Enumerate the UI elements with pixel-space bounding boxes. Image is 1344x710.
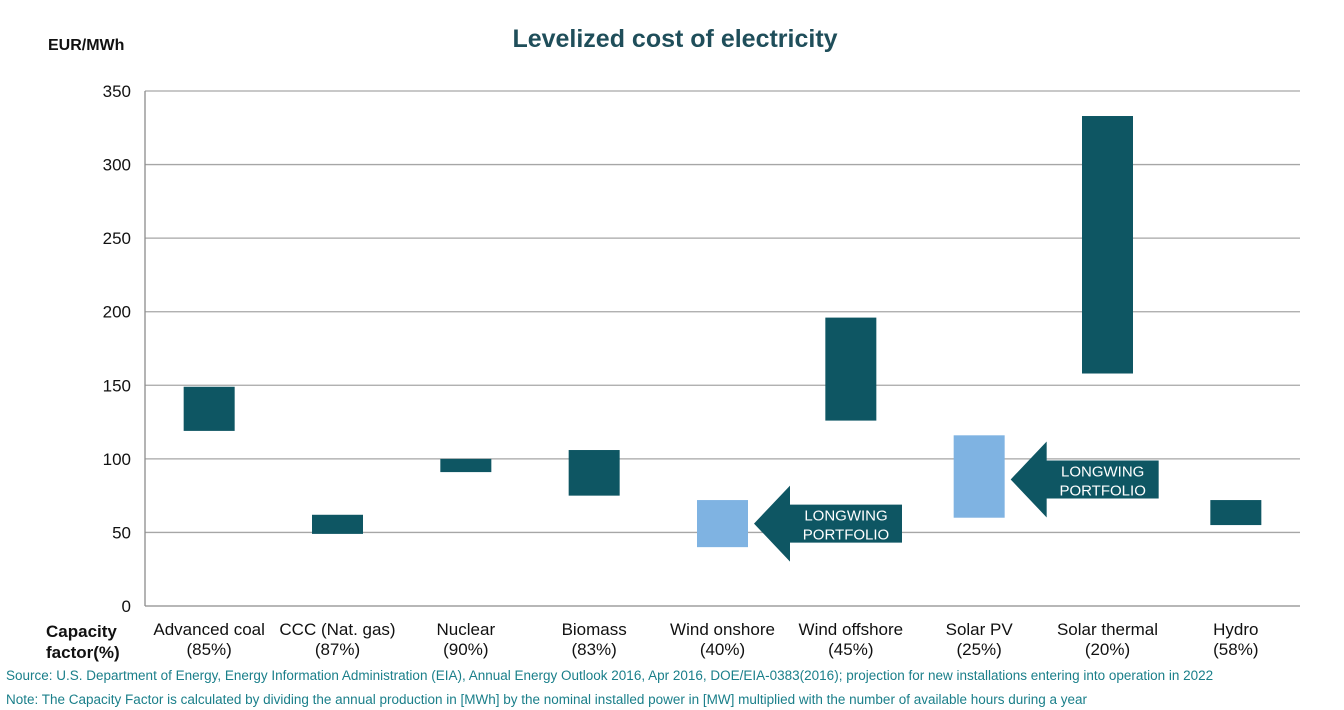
arrow-label: LONGWING: [1061, 463, 1144, 480]
arrow-label: PORTFOLIO: [1059, 482, 1145, 499]
bar-wind-offshore: [825, 317, 877, 421]
bar-nuclear: [440, 458, 492, 473]
capacity-factor-label: Capacity factor(%): [46, 622, 122, 662]
bars: [183, 116, 1262, 548]
bar-ccc-nat-gas: [312, 514, 363, 534]
x-category-label: Hydro: [1213, 620, 1258, 639]
y-axis-unit-label: EUR/MWh: [48, 37, 124, 54]
y-tick-label: 150: [103, 376, 131, 395]
arrow-label: PORTFOLIO: [803, 527, 889, 544]
capacity-factor-value: (20%): [1085, 640, 1130, 659]
x-category-label: Solar PV: [946, 620, 1014, 639]
y-tick-label: 50: [112, 523, 131, 542]
capacity-factor-value: (40%): [700, 640, 745, 659]
bar-solar-thermal: [1082, 116, 1133, 374]
y-tick-label: 200: [103, 303, 131, 322]
x-category-label: Biomass: [562, 620, 627, 639]
arrow-label: LONGWING: [804, 508, 887, 525]
capacity-factor-value: (58%): [1213, 640, 1258, 659]
source-footnote: Source: U.S. Department of Energy, Energ…: [6, 668, 1214, 683]
longwing-portfolio-arrow: LONGWING PORTFOLIO: [1010, 441, 1159, 518]
x-category-label: Advanced coal: [153, 620, 265, 639]
x-category-label: Wind offshore: [799, 620, 904, 639]
capacity-factor-value: (83%): [571, 640, 616, 659]
bar-wind-onshore: [697, 500, 748, 548]
x-category-label: Solar thermal: [1057, 620, 1158, 639]
longwing-portfolio-arrow: LONGWING PORTFOLIO: [754, 485, 902, 562]
bar-hydro: [1210, 500, 1262, 526]
bar-advanced-coal: [183, 386, 235, 431]
capacity-factor-value: (85%): [186, 640, 231, 659]
y-tick-label: 100: [103, 450, 131, 469]
capacity-factor-value: (90%): [443, 640, 488, 659]
y-tick-label: 300: [103, 156, 131, 175]
lcoe-chart: Levelized cost of electricity EUR/MWh 0 5…: [46, 25, 1300, 662]
y-tick-label: 350: [103, 82, 131, 101]
note-footnote: Note: The Capacity Factor is calculated …: [6, 692, 1088, 707]
x-category-label: Wind onshore: [670, 620, 775, 639]
arrow-shape: [754, 485, 902, 562]
capacity-factor-value: (25%): [956, 640, 1001, 659]
y-tick-label: 250: [103, 229, 131, 248]
chart-title: Levelized cost of electricity: [512, 25, 837, 53]
x-category-label: Nuclear: [437, 620, 496, 639]
x-axis-labels: Advanced coal(85%) CCC (Nat. gas)(87%) Nuc…: [153, 620, 1258, 659]
annotations: LONGWING PORTFOLIO LONGWING PORTFOLIO: [754, 441, 1159, 562]
y-tick-label: 0: [122, 597, 131, 616]
x-category-label: CCC (Nat. gas): [279, 620, 395, 639]
bar-solar-pv: [953, 435, 1005, 518]
arrow-shape: [1010, 441, 1159, 518]
y-axis-ticks: 0 50 100 150 200 250 300 350: [103, 82, 131, 616]
capacity-factor-value: (45%): [828, 640, 873, 659]
capacity-factor-value: (87%): [315, 640, 360, 659]
bar-biomass: [568, 450, 620, 496]
